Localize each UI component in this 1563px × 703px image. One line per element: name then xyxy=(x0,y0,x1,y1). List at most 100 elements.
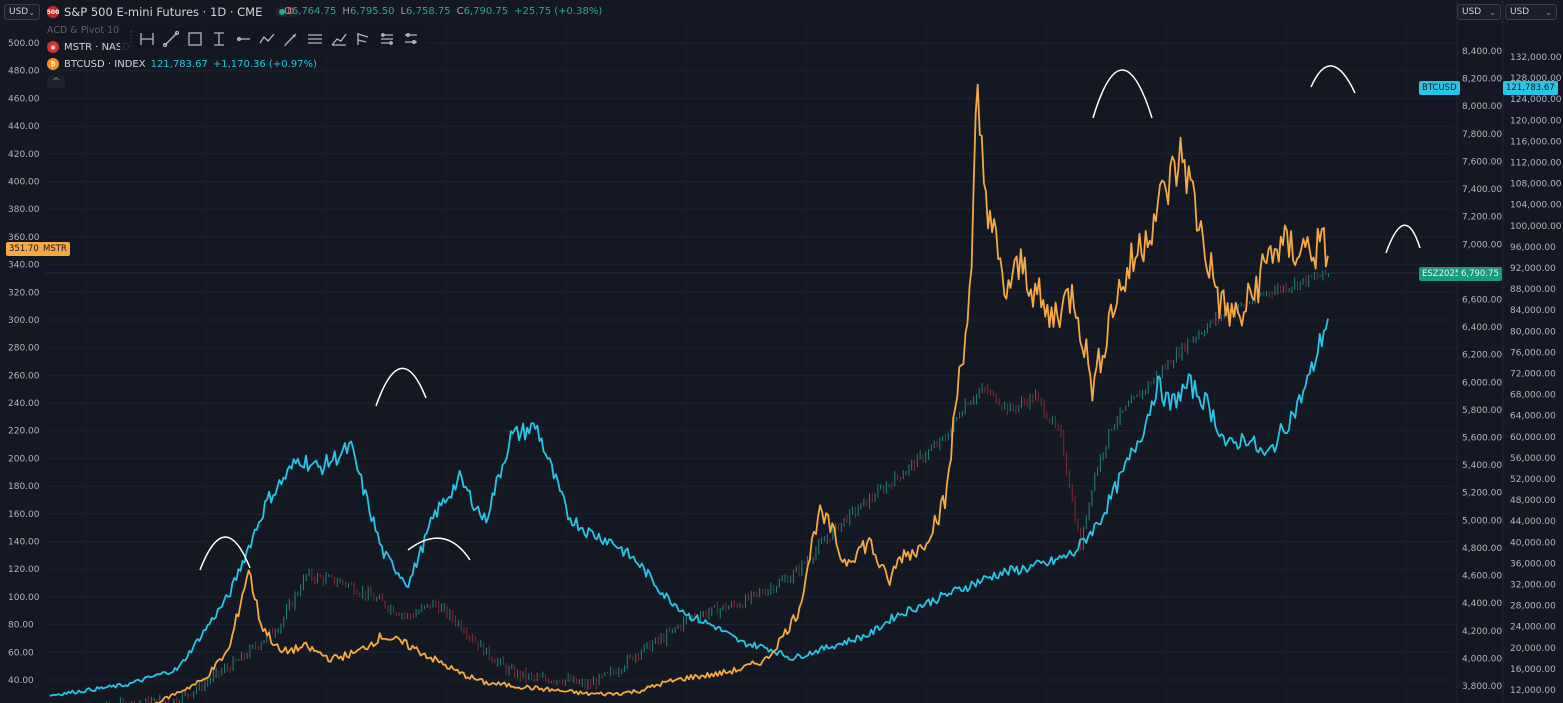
axis-tick-label: 360.00 xyxy=(8,233,40,243)
axis-tick-label: 32,000.00 xyxy=(1510,581,1556,591)
axis-tick-label: 60.00 xyxy=(8,648,34,658)
es-name: ESZ2025 xyxy=(1422,269,1461,279)
date-range-icon[interactable] xyxy=(138,30,156,48)
brush-icon[interactable] xyxy=(282,30,300,48)
axis-tick-label: 400.00 xyxy=(8,177,40,187)
axis-tick-label: 4,000.00 xyxy=(1462,654,1502,664)
currency-label: USD xyxy=(1462,7,1482,17)
btc-legend-row[interactable]: ₿ BTCUSD · INDEX 121,783.67 +1,170.36 (+… xyxy=(47,58,317,70)
trend-line-icon[interactable] xyxy=(162,30,180,48)
open-label: O xyxy=(284,6,292,17)
axis-tick-label: 76,000.00 xyxy=(1510,348,1556,358)
currency-select-right-2[interactable]: USD ⌄ xyxy=(1505,4,1557,20)
ruler-icon[interactable] xyxy=(378,30,396,48)
axis-tick-label: 8,200.00 xyxy=(1462,75,1502,85)
axis-tick-label: 5,600.00 xyxy=(1462,434,1502,444)
btc-legend-change: +1,170.36 (+0.97%) xyxy=(212,58,317,70)
axis-tick-label: 108,000.00 xyxy=(1510,180,1562,190)
es-price-value: 6,790.75 xyxy=(1461,269,1499,279)
axis-tick-label: 124,000.00 xyxy=(1510,95,1562,105)
delay-badge-label: D xyxy=(287,7,295,17)
high-value: 6,795.50 xyxy=(349,6,395,17)
fib-icon[interactable] xyxy=(354,30,372,48)
annotation-arc xyxy=(375,367,427,407)
axis-tick-label: 8,000.00 xyxy=(1462,102,1502,112)
path-icon[interactable] xyxy=(258,30,276,48)
parallel-channel-icon[interactable] xyxy=(306,30,324,48)
axis-tick-label: 80,000.00 xyxy=(1510,327,1556,337)
axis-tick-label: 52,000.00 xyxy=(1510,475,1556,485)
axis-tick-label: 88,000.00 xyxy=(1510,285,1556,295)
axis-tick-label: 7,200.00 xyxy=(1462,213,1502,223)
axis-tick-label: 280.00 xyxy=(8,344,40,354)
chart-annotations xyxy=(199,65,1421,571)
axis-tick-label: 6,200.00 xyxy=(1462,351,1502,361)
text-cursor-icon[interactable] xyxy=(210,30,228,48)
axis-tick-label: 64,000.00 xyxy=(1510,412,1556,422)
axis-tick-label: 100.00 xyxy=(8,593,40,603)
currency-select-left[interactable]: USD ⌄ xyxy=(4,4,40,20)
axis-tick-label: 320.00 xyxy=(8,288,40,298)
axis-tick-label: 6,600.00 xyxy=(1462,295,1502,305)
axis-tick-label: 8,400.00 xyxy=(1462,47,1502,57)
anchor-icon[interactable] xyxy=(402,30,420,48)
axis-tick-label: 104,000.00 xyxy=(1510,201,1562,211)
currency-label: USD xyxy=(9,7,29,17)
main-symbol-title[interactable]: 500 S&P 500 E-mini Futures · 1D · CME D xyxy=(47,5,299,19)
axis-tick-label: 4,200.00 xyxy=(1462,627,1502,637)
left-price-axis: 40.00 60.00 80.00 100.00 120.00 140.00 160.00 1… xyxy=(8,39,40,686)
axis-tick-label: 28,000.00 xyxy=(1510,602,1556,612)
axis-tick-label: 5,400.00 xyxy=(1462,461,1502,471)
mstr-logo-icon: ◉ xyxy=(47,41,59,53)
axis-tick-label: 180.00 xyxy=(8,482,40,492)
mstr-price-value: 351.70 xyxy=(9,244,39,254)
mstr-legend-row[interactable]: ◉ MSTR · NASD xyxy=(47,41,130,53)
axis-tick-label: 36,000.00 xyxy=(1510,559,1556,569)
axis-tick-label: 480.00 xyxy=(8,67,40,77)
annotation-arc xyxy=(1092,69,1153,119)
axis-tick-label: 7,000.00 xyxy=(1462,240,1502,250)
change-value: +25.75 (+0.38%) xyxy=(514,6,603,17)
chevron-up-icon[interactable]: ^ xyxy=(47,76,65,88)
drag-handle-icon[interactable]: ⋮ ⋮ xyxy=(126,30,136,48)
axis-tick-label: 16,000.00 xyxy=(1510,665,1556,675)
axis-tick-label: 20,000.00 xyxy=(1510,644,1556,654)
axis-tick-label: 92,000.00 xyxy=(1510,264,1556,274)
axis-tick-label: 116,000.00 xyxy=(1510,137,1562,147)
currency-label: USD xyxy=(1510,7,1530,17)
annotation-arc xyxy=(1385,224,1421,254)
right-price-axis: 12,000.00 16,000.00 20,000.00 24,000.00 28,0… xyxy=(1502,0,1562,703)
axis-tick-label: 120,000.00 xyxy=(1510,116,1562,126)
currency-select-right-1[interactable]: USD ⌄ xyxy=(1457,4,1501,20)
axis-tick-label: 96,000.00 xyxy=(1510,243,1556,253)
open-value: 6,764.75 xyxy=(291,6,337,17)
symbol-title: S&P 500 E-mini Futures · 1D · CME xyxy=(64,5,263,19)
es-price-tag: 6,790.75 xyxy=(1458,267,1502,281)
axis-tick-label: 7,400.00 xyxy=(1462,185,1502,195)
rectangle-icon[interactable] xyxy=(186,30,204,48)
btc-price-tag: 121,783.67 xyxy=(1503,81,1558,95)
indicator-label[interactable]: ACD & Pivot 10 xyxy=(47,25,120,36)
axis-tick-label: 300.00 xyxy=(8,316,40,326)
chevron-down-icon: ⌄ xyxy=(1489,7,1496,17)
mstr-name-tag: MSTR xyxy=(40,242,70,256)
btcusd-series-line xyxy=(49,318,1329,697)
horizontal-ray-icon[interactable] xyxy=(234,30,252,48)
forecast-icon[interactable] xyxy=(330,30,348,48)
chart-grid xyxy=(46,24,1455,703)
bitcoin-logo-icon: ₿ xyxy=(47,58,59,70)
axis-tick-label: 220.00 xyxy=(8,427,40,437)
mstr-price-tag: 351.70 xyxy=(6,242,42,256)
axis-tick-label: 4,800.00 xyxy=(1462,544,1502,554)
sp500-logo-icon: 500 xyxy=(47,6,59,18)
mstr-legend-label: MSTR · NASD xyxy=(64,41,130,53)
btc-legend-value: 121,783.67 xyxy=(150,58,208,70)
axis-tick-label: 80.00 xyxy=(8,621,34,631)
btcusd-line xyxy=(49,318,1329,697)
axis-tick-label: 5,200.00 xyxy=(1462,489,1502,499)
axis-tick-label: 460.00 xyxy=(8,94,40,104)
btc-price-value: 121,783.67 xyxy=(1506,83,1555,93)
axis-tick-label: 56,000.00 xyxy=(1510,454,1556,464)
status-badge[interactable]: D xyxy=(275,7,299,17)
